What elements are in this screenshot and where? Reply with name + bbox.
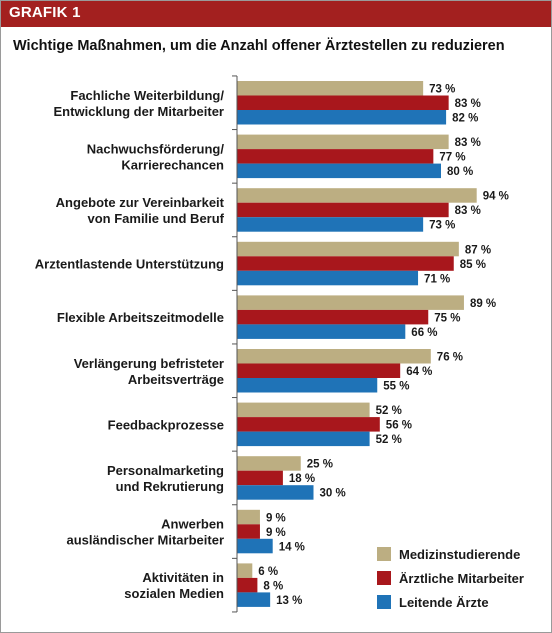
bar-8-series-1 bbox=[237, 456, 301, 471]
bar-7-series-3 bbox=[237, 431, 370, 447]
bar-4-series-3 bbox=[237, 270, 419, 286]
bar-4-series-1 bbox=[237, 241, 459, 257]
legend-swatch-2 bbox=[377, 571, 391, 585]
bar-9-series-1 bbox=[237, 509, 260, 525]
category-label-8-line-2: und Rekrutierung bbox=[116, 479, 224, 494]
bar-9-series-2 bbox=[237, 524, 260, 539]
category-label-5: Flexible Arbeitszeitmodelle bbox=[57, 310, 224, 325]
bar-10-series-1 bbox=[237, 563, 253, 578]
bar-4-series-2 bbox=[237, 256, 454, 271]
category-label-6-line-1: Verlängerung befristeter bbox=[74, 356, 224, 371]
value-label-7-3: 52 % bbox=[376, 434, 402, 446]
legend-swatch-3 bbox=[377, 595, 391, 609]
value-label-8-1: 25 % bbox=[307, 459, 333, 471]
bar-10-series-2 bbox=[237, 577, 258, 593]
value-label-10-3: 13 % bbox=[276, 595, 302, 607]
legend-label-2: Ärztliche Mitarbeiter bbox=[399, 571, 524, 586]
category-label-8-line-1: Personalmarketing bbox=[107, 463, 224, 478]
value-label-4-3: 71 % bbox=[424, 273, 450, 285]
bar-9-series-3 bbox=[237, 538, 273, 554]
category-label-3-line-1: Angebote zur Vereinbarkeit bbox=[56, 195, 225, 210]
value-label-1-1: 73 % bbox=[429, 84, 455, 96]
value-label-8-2: 18 % bbox=[289, 473, 315, 485]
bar-8-series-3 bbox=[237, 485, 314, 500]
category-label-10-line-1: Aktivitäten in bbox=[142, 570, 224, 585]
value-label-1-2: 83 % bbox=[455, 98, 481, 110]
bar-3-series-3 bbox=[237, 217, 424, 232]
bar-1-series-3 bbox=[237, 110, 447, 125]
category-label-10-line-2: sozialen Medien bbox=[124, 586, 224, 601]
value-label-4-2: 85 % bbox=[460, 259, 486, 271]
category-label-2-line-2: Karrierechancen bbox=[121, 157, 224, 172]
bar-1-series-2 bbox=[237, 95, 449, 110]
value-label-1-3: 82 % bbox=[452, 113, 478, 125]
value-label-6-3: 55 % bbox=[383, 381, 409, 393]
bar-8-series-2 bbox=[237, 470, 283, 486]
category-label-6-line-2: Arbeitsverträge bbox=[128, 372, 224, 387]
value-label-5-3: 66 % bbox=[411, 327, 437, 339]
bar-2-series-2 bbox=[237, 149, 434, 164]
bar-5-series-2 bbox=[237, 309, 429, 325]
category-label-1-line-2: Entwicklung der Mitarbeiter bbox=[54, 104, 224, 119]
bar-1-series-1 bbox=[237, 81, 424, 96]
value-label-3-1: 94 % bbox=[483, 191, 509, 203]
value-label-9-3: 14 % bbox=[279, 541, 305, 553]
value-label-4-1: 87 % bbox=[465, 244, 491, 256]
legend-label-1: Medizinstudierende bbox=[399, 547, 520, 562]
bar-6-series-2 bbox=[237, 363, 401, 378]
value-label-6-1: 76 % bbox=[437, 352, 463, 364]
bar-7-series-1 bbox=[237, 402, 370, 418]
legend-label-3: Leitende Ärzte bbox=[399, 595, 489, 610]
category-label-3-line-2: von Familie und Beruf bbox=[87, 211, 224, 226]
value-label-5-2: 75 % bbox=[434, 312, 460, 324]
bar-10-series-3 bbox=[237, 592, 271, 607]
value-label-2-3: 80 % bbox=[447, 166, 473, 178]
bar-5-series-3 bbox=[237, 324, 406, 339]
value-label-9-2: 9 % bbox=[266, 527, 286, 539]
bar-6-series-1 bbox=[237, 349, 431, 364]
value-label-3-2: 83 % bbox=[455, 205, 481, 217]
category-label-4: Arztentlastende Unterstützung bbox=[35, 257, 224, 272]
category-label-2-line-1: Nachwuchsförderung/ bbox=[87, 141, 225, 156]
category-label-9-line-2: ausländischer Mitarbeiter bbox=[67, 533, 225, 548]
bar-3-series-1 bbox=[237, 188, 477, 203]
value-label-2-2: 77 % bbox=[439, 152, 465, 164]
category-label-9-line-1: Anwerben bbox=[161, 517, 224, 532]
bar-2-series-1 bbox=[237, 134, 449, 150]
value-label-2-1: 83 % bbox=[455, 137, 481, 149]
figure-label: GRAFIK 1 bbox=[9, 4, 81, 21]
value-label-5-1: 89 % bbox=[470, 298, 496, 310]
value-label-7-1: 52 % bbox=[376, 405, 402, 417]
value-label-10-2: 8 % bbox=[263, 580, 283, 592]
bar-3-series-2 bbox=[237, 202, 449, 218]
value-label-10-1: 6 % bbox=[258, 566, 278, 578]
value-label-9-1: 9 % bbox=[266, 512, 286, 524]
bar-2-series-3 bbox=[237, 163, 441, 179]
bar-6-series-3 bbox=[237, 378, 378, 393]
chart-title: Wichtige Maßnahmen, um die Anzahl offene… bbox=[13, 38, 505, 54]
value-label-6-2: 64 % bbox=[406, 366, 432, 378]
category-label-7: Feedbackprozesse bbox=[108, 417, 224, 432]
value-label-3-3: 73 % bbox=[429, 220, 455, 232]
category-label-1-line-1: Fachliche Weiterbildung/ bbox=[70, 88, 224, 103]
legend-swatch-1 bbox=[377, 547, 391, 561]
bar-5-series-1 bbox=[237, 295, 464, 310]
header-bar: GRAFIK 1 bbox=[1, 1, 551, 27]
bar-7-series-2 bbox=[237, 417, 380, 432]
value-label-8-3: 30 % bbox=[320, 488, 346, 500]
value-label-7-2: 56 % bbox=[386, 420, 412, 432]
